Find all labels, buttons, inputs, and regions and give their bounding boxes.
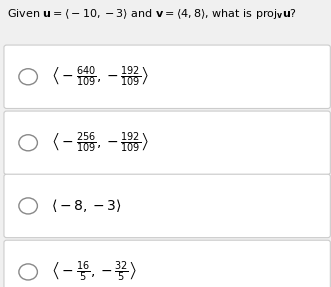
Circle shape (19, 135, 37, 151)
Text: $\left\langle -\frac{640}{109}, -\frac{192}{109}\right\rangle$: $\left\langle -\frac{640}{109}, -\frac{1… (51, 65, 150, 89)
Circle shape (19, 198, 37, 214)
Text: $\left\langle -\frac{16}{5}, -\frac{32}{5}\right\rangle$: $\left\langle -\frac{16}{5}, -\frac{32}{… (51, 260, 137, 284)
Text: Given $\mathbf{u}=\langle-10,-3\rangle$ and $\mathbf{v}=\langle4,8\rangle$, what: Given $\mathbf{u}=\langle-10,-3\rangle$ … (7, 7, 297, 21)
Circle shape (19, 69, 37, 85)
Text: $\left\langle -\frac{256}{109}, -\frac{192}{109}\right\rangle$: $\left\langle -\frac{256}{109}, -\frac{1… (51, 131, 150, 155)
FancyBboxPatch shape (4, 240, 330, 287)
Circle shape (19, 264, 37, 280)
FancyBboxPatch shape (4, 111, 330, 174)
Text: $\langle -8,-3\rangle$: $\langle -8,-3\rangle$ (51, 197, 122, 214)
FancyBboxPatch shape (4, 174, 330, 238)
FancyBboxPatch shape (4, 45, 330, 108)
